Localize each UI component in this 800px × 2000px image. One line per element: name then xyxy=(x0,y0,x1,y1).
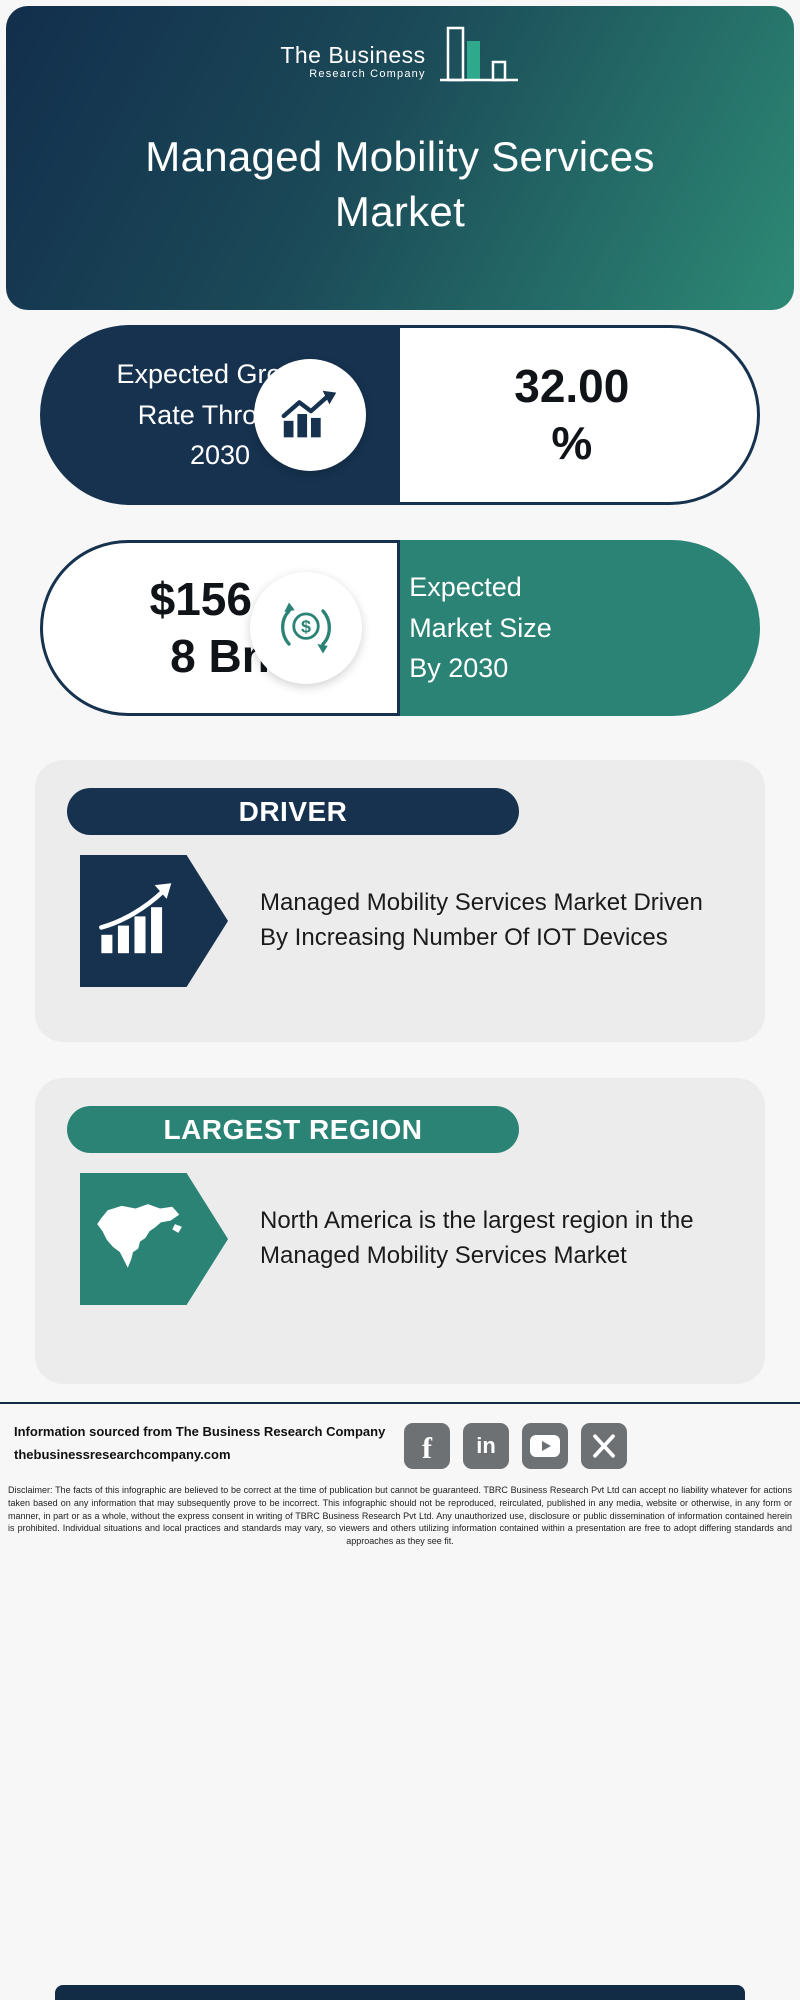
svg-text:$: $ xyxy=(301,617,311,637)
growth-rate-card: Expected Growth Rate Through 2030 32.00 … xyxy=(40,325,760,505)
dollar-cycle-icon: $ xyxy=(250,572,363,684)
driver-text: Managed Mobility Services Market Driven … xyxy=(260,889,703,951)
market-size-card: $156.48 Bn Expected Market Size By 2030 … xyxy=(40,540,760,716)
largest-region-text: North America is the largest region in t… xyxy=(260,1207,694,1269)
website-url[interactable]: thebusinessresearchcompany.com xyxy=(14,1447,231,1462)
linkedin-icon[interactable]: in xyxy=(463,1423,509,1469)
logo-line1: The Business xyxy=(280,41,426,68)
footer-source: Information sourced from The Business Re… xyxy=(14,1424,385,1462)
driver-growth-icon xyxy=(80,855,228,987)
driver-heading: DRIVER xyxy=(67,788,519,835)
disclaimer-text: Disclaimer: The facts of this infographi… xyxy=(8,1485,792,1547)
youtube-icon[interactable] xyxy=(522,1423,568,1469)
growth-chart-icon xyxy=(254,359,366,471)
x-icon[interactable] xyxy=(581,1423,627,1469)
footer-divider xyxy=(0,1402,800,1404)
growth-rate-value: 32.00 % xyxy=(514,359,630,470)
logo-line2: Research Company xyxy=(309,68,426,81)
largest-region-heading: LARGEST REGION xyxy=(67,1106,519,1153)
header: The Business Research Company Managed Mo… xyxy=(6,6,794,310)
facebook-icon[interactable]: f xyxy=(404,1423,450,1469)
logo-bar-chart-icon xyxy=(438,24,520,99)
page-title: Managed Mobility Services Market xyxy=(145,133,655,236)
bottom-accent-bar xyxy=(55,1985,745,2000)
growth-rate-label-panel: Expected Growth Rate Through 2030 xyxy=(40,325,400,505)
logo-text: The Business Research Company xyxy=(280,42,425,81)
market-size-label: Expected Market Size By 2030 xyxy=(409,572,552,684)
logo: The Business Research Company xyxy=(6,6,794,99)
north-america-map-icon xyxy=(80,1173,228,1305)
social-links: f in xyxy=(404,1423,627,1469)
source-text: Information sourced from The Business Re… xyxy=(14,1424,386,1439)
driver-section: DRIVER Managed Mobility Services Market … xyxy=(35,760,765,1042)
largest-region-section: LARGEST REGION North America is the larg… xyxy=(35,1078,765,1384)
